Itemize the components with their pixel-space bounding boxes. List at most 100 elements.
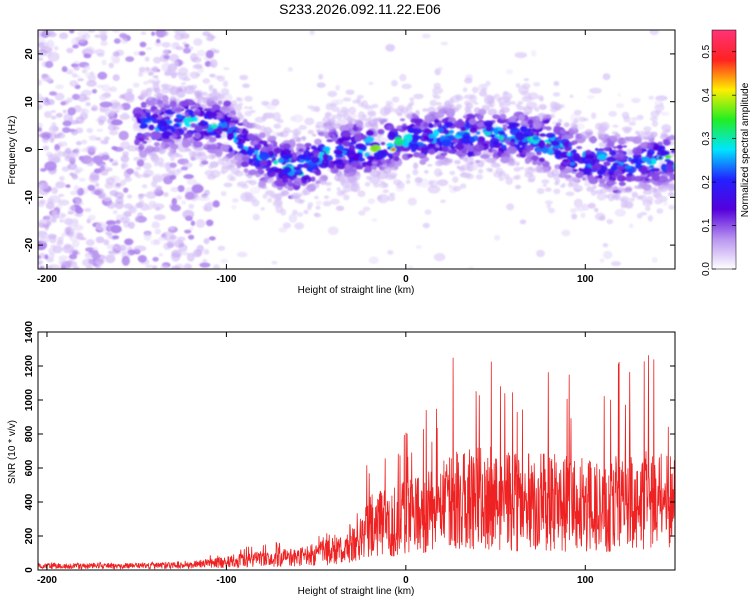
heatmap-cell bbox=[189, 46, 194, 50]
heatmap-cell bbox=[153, 239, 160, 245]
heatmap-cell bbox=[92, 250, 99, 256]
heatmap-cell bbox=[585, 131, 594, 136]
heatmap-cell bbox=[391, 96, 400, 103]
heatmap-cell bbox=[177, 185, 185, 193]
heatmap-cell bbox=[358, 210, 366, 216]
heatmap-cell bbox=[202, 143, 208, 148]
heatmap-cell bbox=[448, 158, 453, 164]
heatmap-cell bbox=[456, 131, 464, 136]
heatmap-cell bbox=[61, 66, 68, 73]
heatmap-cell bbox=[377, 129, 385, 135]
heatmap-cell bbox=[47, 153, 61, 164]
heatmap-cell bbox=[151, 265, 158, 269]
heatmap-cell bbox=[545, 126, 552, 131]
heatmap-cell bbox=[437, 128, 444, 133]
heatmap-cell bbox=[255, 124, 261, 130]
heatmap-cell bbox=[337, 137, 345, 143]
heatmap-cell bbox=[407, 127, 416, 134]
heatmap-cell bbox=[191, 56, 202, 63]
heatmap-cell bbox=[380, 180, 386, 185]
heatmap-cell bbox=[132, 82, 140, 88]
heatmap-cell bbox=[405, 105, 413, 111]
heatmap-cell bbox=[240, 161, 250, 168]
heatmap-cell bbox=[115, 244, 123, 251]
heatmap-cell bbox=[427, 164, 433, 167]
colorbar-tick-label: 0.3 bbox=[701, 131, 712, 145]
heatmap-cell bbox=[160, 121, 168, 126]
heatmap-cell bbox=[140, 101, 147, 108]
heatmap-cell bbox=[237, 122, 244, 126]
heatmap-cell bbox=[239, 74, 249, 81]
heatmap-cell bbox=[73, 65, 80, 71]
heatmap-cell bbox=[606, 188, 611, 192]
heatmap-cell bbox=[162, 30, 169, 37]
heatmap-cell bbox=[133, 245, 147, 252]
heatmap-cell bbox=[181, 200, 187, 205]
heatmap-cell bbox=[636, 114, 644, 121]
heatmap-cell bbox=[112, 56, 120, 64]
snr-panel: -200 -100 0 100 0 200 400 600 800 1000 1200 1400 H… bbox=[7, 320, 676, 597]
heatmap-cell bbox=[424, 114, 433, 121]
heatmap-cell bbox=[410, 134, 419, 143]
heatmap-cell bbox=[173, 123, 181, 128]
heatmap-cell bbox=[629, 197, 635, 202]
heatmap-cell bbox=[259, 125, 266, 132]
heatmap-cell bbox=[49, 138, 55, 143]
heatmap-cell bbox=[539, 133, 546, 138]
heatmap-cell bbox=[210, 112, 218, 118]
heatmap-cell bbox=[73, 147, 80, 155]
heatmap-cell bbox=[196, 49, 206, 57]
heatmap-cell bbox=[492, 114, 501, 120]
heatmap-cell bbox=[112, 126, 120, 131]
heatmap-cell bbox=[510, 101, 516, 105]
heatmap-cell bbox=[115, 219, 121, 225]
colorbar-tick-label: 0.0 bbox=[701, 262, 712, 276]
heatmap-cell bbox=[413, 162, 419, 170]
heatmap-cell bbox=[283, 127, 291, 134]
heatmap-cell bbox=[62, 244, 75, 254]
heatmap-cell bbox=[365, 164, 372, 173]
heatmap-cell bbox=[414, 177, 423, 184]
heatmap-cell bbox=[144, 56, 150, 62]
heatmap-cell bbox=[485, 167, 493, 172]
heatmap-cell bbox=[335, 84, 341, 91]
heatmap-cell bbox=[651, 158, 657, 164]
heatmap-cell bbox=[546, 203, 552, 209]
heatmap-cell bbox=[100, 139, 109, 145]
heatmap-cell bbox=[377, 117, 384, 122]
heatmap-cell bbox=[598, 178, 606, 185]
heatmap-cell bbox=[204, 170, 214, 176]
heatmap-cell bbox=[597, 184, 604, 187]
heatmap-cell bbox=[333, 169, 338, 173]
heatmap-cell bbox=[220, 166, 229, 174]
heatmap-cell bbox=[208, 136, 217, 143]
heatmap-cell bbox=[336, 159, 344, 165]
heatmap-cell bbox=[494, 234, 501, 241]
heatmap-cell bbox=[532, 136, 540, 141]
heatmap-cell bbox=[586, 95, 595, 100]
heatmap-cell bbox=[178, 242, 185, 248]
heatmap-cell bbox=[357, 190, 366, 198]
heatmap-cell bbox=[297, 163, 304, 169]
heatmap-cell bbox=[53, 46, 59, 51]
heatmap-cell bbox=[587, 174, 595, 182]
heatmap-cell bbox=[222, 80, 229, 88]
heatmap-cell bbox=[86, 80, 97, 87]
heatmap-cell bbox=[282, 222, 292, 229]
heatmap-cell bbox=[51, 187, 58, 194]
heatmap-cell bbox=[651, 173, 660, 182]
heatmap-cell bbox=[71, 129, 78, 136]
heatmap-cell bbox=[576, 146, 583, 150]
heatmap-cell bbox=[654, 192, 663, 200]
heatmap-cell bbox=[183, 47, 191, 54]
heatmap-cell bbox=[210, 59, 218, 68]
heatmap-cell bbox=[314, 125, 321, 129]
heatmap-cell bbox=[72, 44, 79, 49]
heatmap-cell bbox=[215, 149, 223, 157]
heatmap-cell bbox=[387, 107, 395, 113]
heatmap-cell bbox=[342, 141, 352, 147]
heatmap-cell bbox=[429, 99, 438, 107]
heatmap-cell bbox=[40, 168, 47, 172]
heatmap-cell bbox=[650, 110, 660, 118]
heatmap-cell bbox=[414, 118, 423, 124]
